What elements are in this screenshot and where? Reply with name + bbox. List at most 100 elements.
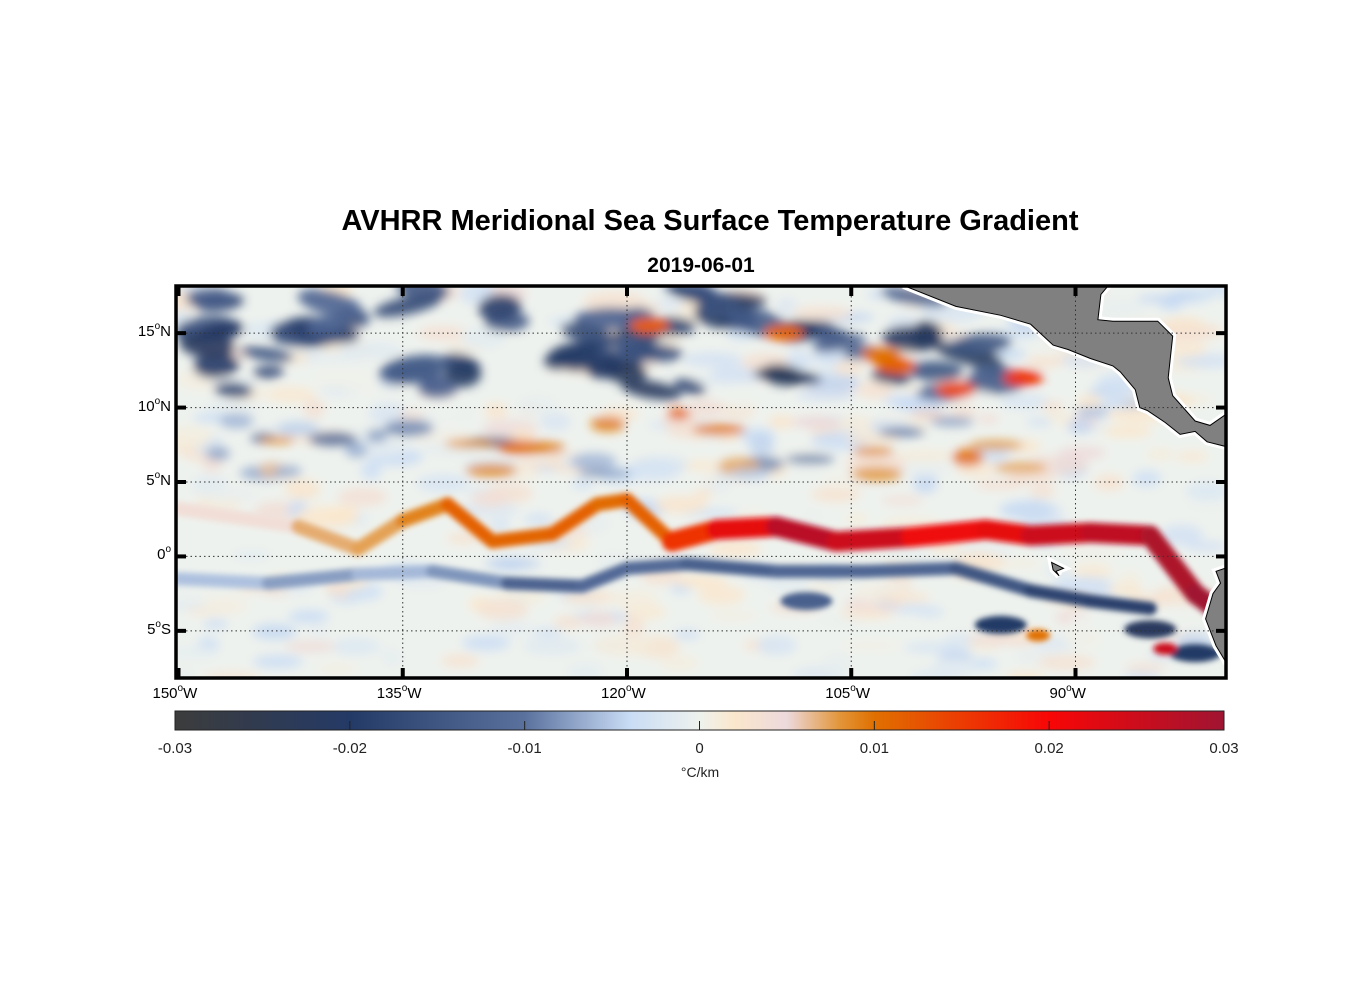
field-cell: [834, 360, 864, 376]
field-cell: [1053, 576, 1112, 589]
warm-patch: [629, 317, 670, 334]
x-tick-label: 150oW: [152, 683, 198, 703]
cold-patch: [1169, 644, 1222, 663]
tick-num: 120: [600, 685, 627, 702]
field-cell: [1068, 613, 1127, 631]
tick-hemi: N: [160, 397, 171, 415]
field-cell: [219, 412, 254, 429]
tick-num: 5: [147, 620, 156, 638]
front-segment: [485, 527, 560, 549]
field-cell: [471, 490, 509, 508]
cold-eddy: [910, 320, 943, 349]
field-cell: [397, 410, 426, 419]
field-cell: [667, 407, 691, 420]
field-cell: [775, 296, 798, 316]
cold-band-segment: [1024, 584, 1097, 608]
degree-mark: o: [177, 683, 184, 694]
field-cell: [540, 412, 572, 431]
warm-patch: [1026, 629, 1051, 642]
tick-hemi: N: [160, 323, 171, 341]
field-cell: [1026, 417, 1053, 427]
field-cell: [816, 615, 863, 626]
field-cell: [461, 635, 511, 651]
field-cell: [444, 439, 498, 449]
field-cell: [1160, 524, 1203, 546]
front-segment: [350, 513, 410, 556]
field-cell: [676, 576, 709, 586]
field-cell: [764, 572, 812, 593]
cold-band-segment: [426, 564, 514, 590]
x-tick-label: 120oW: [600, 684, 646, 703]
field-cell: [951, 448, 984, 467]
x-tick-label: 135oW: [377, 684, 422, 703]
field-cell: [285, 479, 321, 500]
field-cell: [429, 414, 460, 427]
field-cell: [682, 352, 743, 367]
field-cell: [1185, 481, 1225, 501]
field-cell: [1062, 539, 1124, 561]
field-cell: [580, 611, 618, 628]
cold-eddy: [620, 379, 682, 400]
field-cell: [231, 549, 272, 561]
field-cell: [1037, 655, 1096, 670]
degree-mark: o: [154, 321, 161, 333]
field-cell: [693, 488, 714, 500]
field-cell: [177, 425, 215, 444]
field-cell: [1073, 564, 1113, 579]
field-cell: [1205, 287, 1225, 298]
field-cell: [265, 386, 316, 403]
field-cell: [673, 629, 701, 640]
sst-gradient-field: [177, 287, 1225, 677]
chart-title: AVHRR Meridional Sea Surface Temperature…: [341, 205, 1079, 237]
cold-band-segment: [949, 561, 1038, 598]
field-cell: [929, 416, 974, 427]
field-cell: [458, 501, 520, 518]
field-cell: [532, 628, 563, 637]
field-cell: [1098, 302, 1146, 314]
field-cell: [852, 446, 895, 456]
field-cell: [840, 641, 901, 650]
tick-num: 0: [157, 546, 166, 564]
field-cell: [592, 635, 655, 656]
central-america-land: [906, 287, 1225, 447]
colorbar-tick-label: 0: [695, 740, 704, 757]
tick-num: 5: [146, 472, 155, 489]
y-tick-label: 15oN: [138, 321, 171, 341]
field-cell: [993, 461, 1048, 474]
field-cell: [252, 623, 297, 640]
warm-patch: [935, 381, 976, 398]
warm-patch: [763, 325, 804, 342]
field-cell: [524, 513, 553, 526]
cold-patch: [1124, 620, 1177, 639]
field-cell: [709, 611, 758, 620]
field-cell: [570, 453, 617, 471]
field-cell: [1093, 474, 1125, 491]
cold-eddy: [812, 333, 866, 353]
cold-eddy: [908, 360, 964, 382]
cold-eddy: [673, 378, 706, 395]
field-cell: [523, 441, 566, 454]
tick-hemi: W: [183, 685, 198, 702]
field-cell: [822, 652, 852, 675]
front-segment: [440, 497, 500, 549]
field-cell: [756, 636, 797, 655]
field-cell: [368, 402, 409, 425]
tick-hemi: W: [855, 685, 870, 702]
field-cell: [880, 495, 924, 505]
field-cell: [1006, 471, 1057, 485]
field-cell: [1015, 439, 1041, 453]
field-cell: [995, 348, 1027, 360]
tick-hemi: W: [631, 685, 646, 702]
field-cell: [1136, 294, 1197, 304]
field-cell: [519, 459, 559, 468]
field-cell: [484, 402, 508, 419]
field-cell: [1145, 448, 1175, 461]
y-tick-label: 0o: [157, 545, 171, 564]
field-cell: [177, 456, 193, 473]
front-segment: [1140, 525, 1206, 604]
x-tick-label: 90oW: [1049, 684, 1085, 703]
field-cell: [893, 460, 952, 476]
field-cell: [1102, 424, 1153, 438]
field-cell: [930, 658, 977, 677]
field-cell: [1058, 446, 1107, 460]
